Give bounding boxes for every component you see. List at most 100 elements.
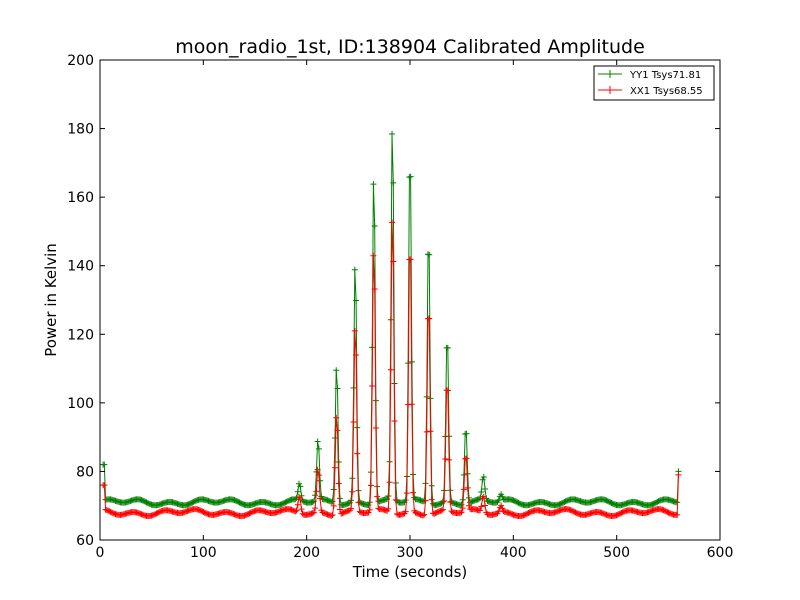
data-point <box>294 488 301 495</box>
plot-frame <box>99 59 721 541</box>
data-point <box>482 486 489 493</box>
data-point <box>385 505 392 512</box>
data-point <box>460 486 467 493</box>
legend-label-yy1: YY1 Tsys71.81 <box>629 70 701 81</box>
data-point <box>317 477 324 484</box>
data-point <box>370 181 377 188</box>
data-point <box>389 130 396 137</box>
data-point <box>441 497 448 504</box>
y-tick-label: 100 <box>67 396 94 412</box>
data-point <box>365 502 372 509</box>
data-point <box>314 438 321 445</box>
data-point <box>458 509 465 516</box>
data-point <box>333 414 340 421</box>
data-point <box>292 508 299 515</box>
data-point <box>315 445 322 452</box>
data-point <box>447 499 454 506</box>
y-tick-label: 200 <box>67 53 94 69</box>
data-point <box>465 502 472 509</box>
data-point <box>463 455 470 462</box>
data-point <box>297 483 304 490</box>
data-point <box>457 509 464 516</box>
data-point <box>312 505 319 512</box>
data-point <box>675 471 682 478</box>
data-point <box>331 464 338 471</box>
data-point <box>101 461 108 468</box>
y-tick-label: 180 <box>67 122 94 138</box>
data-point <box>402 497 409 504</box>
data-point <box>348 505 355 512</box>
x-tick-label: 500 <box>603 545 630 561</box>
data-point <box>426 251 433 258</box>
data-point <box>353 351 360 358</box>
data-point <box>410 489 417 496</box>
data-point <box>390 179 397 186</box>
x-tick-label: 100 <box>190 545 217 561</box>
data-point <box>423 428 430 435</box>
data-point <box>315 472 322 479</box>
data-point <box>314 466 321 473</box>
data-point <box>475 496 482 503</box>
y-tick-label: 160 <box>67 190 94 206</box>
data-point <box>420 512 427 519</box>
data-point <box>367 482 374 489</box>
data-point <box>674 511 681 518</box>
y-axis: 60 80 100 120 140 160 180 200 <box>67 53 720 549</box>
data-point <box>438 507 445 514</box>
data-point <box>294 501 301 508</box>
data-point <box>370 252 377 259</box>
data-point <box>482 502 489 509</box>
data-point <box>480 493 487 500</box>
data-point <box>331 434 338 441</box>
data-point <box>296 480 303 487</box>
data-point <box>366 506 373 513</box>
x-tick-label: 0 <box>96 545 105 561</box>
x-tick-label: 200 <box>293 545 320 561</box>
legend-marker-yy1 <box>606 70 614 78</box>
data-point <box>309 499 316 506</box>
data-point <box>495 497 502 504</box>
x-axis-label: Time (seconds) <box>352 563 468 581</box>
y-tick-label: 60 <box>76 533 94 549</box>
series-xx1 <box>100 219 682 520</box>
data-point <box>329 512 336 519</box>
x-tick-label: 600 <box>707 545 734 561</box>
x-tick-label: 400 <box>500 545 527 561</box>
data-point <box>462 455 469 462</box>
data-point <box>365 509 372 516</box>
data-point <box>354 450 361 457</box>
data-point <box>426 315 433 322</box>
y-axis-label: Power in Kelvin <box>42 243 60 357</box>
data-point <box>499 505 506 512</box>
data-point <box>336 506 343 513</box>
series-yy1 <box>100 130 682 509</box>
data-point <box>444 387 451 394</box>
data-point <box>328 498 335 505</box>
data-point <box>458 501 465 508</box>
data-point <box>298 506 305 513</box>
data-point <box>439 506 446 513</box>
data-point <box>334 385 341 392</box>
data-point <box>371 223 378 230</box>
data-point <box>386 479 393 486</box>
data-point <box>387 366 394 373</box>
data-point <box>296 494 303 501</box>
y-tick-label: 140 <box>67 259 94 275</box>
data-point <box>335 480 342 487</box>
data-point <box>464 484 471 491</box>
data-point <box>444 344 451 351</box>
x-tick-label: 300 <box>397 545 424 561</box>
legend-marker-xx1 <box>606 86 614 94</box>
data-point <box>498 502 505 509</box>
data-point <box>329 498 336 505</box>
x-axis: 0 100 200 300 400 500 600 <box>96 60 734 561</box>
legend: YY1 Tsys71.81 XX1 Tsys68.55 <box>593 65 715 101</box>
data-point <box>422 497 429 504</box>
data-point <box>328 512 335 519</box>
data-point <box>421 511 428 518</box>
data-point <box>407 173 414 180</box>
data-point <box>353 297 360 304</box>
data-point <box>297 496 304 503</box>
data-point <box>407 256 414 263</box>
